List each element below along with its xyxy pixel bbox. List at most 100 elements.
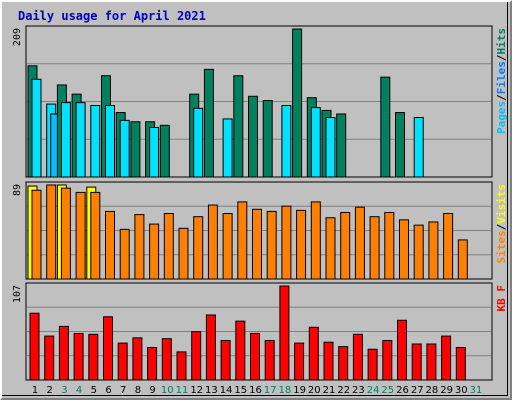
- top-legend-entry: /: [495, 54, 508, 61]
- middle-bar-sites: [443, 213, 454, 280]
- bottom-max-label: 107: [12, 285, 23, 303]
- middle-bar-sites: [163, 213, 174, 280]
- top-bar-hits: [233, 75, 244, 178]
- top-bar-files: [413, 117, 424, 178]
- top-bar-hits: [203, 68, 214, 178]
- middle-bar-sites: [457, 239, 468, 280]
- middle-legend: Sites/Visits: [495, 184, 508, 264]
- middle-bar-sites: [149, 223, 160, 280]
- bottom-bar-kb-f: [205, 314, 216, 381]
- bottom-bar-kb-f: [161, 338, 172, 381]
- middle-legend-entry: Sites: [495, 230, 508, 263]
- top-bar-hits: [130, 121, 141, 178]
- chart-title: Daily usage for April 2021: [18, 9, 206, 23]
- middle-max-label: 89: [12, 184, 23, 196]
- x-tick-label: 27: [411, 385, 424, 396]
- x-tick-label: 5: [91, 385, 97, 396]
- middle-bar-sites: [90, 191, 101, 280]
- middle-bar-sites: [325, 217, 336, 280]
- middle-bar-sites: [252, 208, 262, 280]
- x-tick-label: 22: [337, 385, 350, 396]
- middle-bar-sites: [193, 216, 204, 280]
- bottom-bar-kb-f: [147, 346, 158, 381]
- top-bar-files: [222, 118, 233, 178]
- top-legend: Pages/Files/Hits: [495, 28, 508, 134]
- top-bar-files: [119, 119, 130, 178]
- top-legend-entry: Hits: [495, 28, 508, 55]
- x-tick-label: 1: [32, 385, 38, 396]
- bottom-bar-kb-f: [367, 348, 378, 381]
- x-tick-label: 3: [61, 385, 67, 396]
- middle-bar-sites: [60, 187, 71, 280]
- bottom-bar-kb-f: [308, 326, 319, 381]
- bottom-bar-kb-f: [382, 339, 393, 381]
- top-legend-entry: Pages: [495, 101, 508, 134]
- x-tick-label: 9: [149, 385, 155, 396]
- middle-bar-sites: [237, 201, 248, 280]
- bottom-bar-kb-f: [132, 337, 143, 381]
- top-bar-files: [105, 104, 115, 178]
- middle-bar-sites: [399, 219, 409, 280]
- bottom-bar-kb-f: [44, 335, 55, 381]
- middle-bar-sites: [207, 204, 218, 280]
- bottom-bar-kb-f: [279, 285, 290, 381]
- x-tick-label: 8: [135, 385, 141, 396]
- x-tick-label: 26: [396, 385, 409, 396]
- x-tick-label: 25: [381, 385, 394, 396]
- middle-bar-sites: [266, 210, 277, 280]
- middle-bar-sites: [340, 211, 351, 280]
- x-tick-label: 18: [279, 385, 292, 396]
- top-bar-files: [90, 104, 101, 178]
- bottom-bar-kb-f: [176, 351, 187, 381]
- bottom-bar-kb-f: [117, 342, 128, 381]
- top-bar-hits: [159, 124, 170, 178]
- x-tick-label: 11: [176, 385, 189, 396]
- bottom-bar-kb-f: [411, 343, 422, 381]
- bottom-bar-kb-f: [338, 346, 349, 381]
- top-bar-files: [281, 104, 292, 178]
- middle-bar-sites: [46, 184, 57, 280]
- middle-bar-sites: [310, 201, 321, 280]
- middle-bar-sites: [281, 205, 292, 280]
- bottom-bar-kb-f: [235, 320, 246, 381]
- bottom-bar-kb-f: [220, 339, 231, 381]
- top-bar-files: [193, 107, 204, 178]
- middle-bar-sites: [178, 227, 189, 280]
- bottom-bar-kb-f: [352, 333, 363, 381]
- middle-bar-sites: [222, 213, 233, 280]
- bottom-bar-kb-f: [323, 341, 334, 381]
- top-bar-hits: [262, 100, 273, 178]
- bottom-bar-kb-f: [294, 342, 305, 381]
- x-tick-label: 17: [264, 385, 277, 396]
- middle-bar-sites: [75, 191, 86, 280]
- x-tick-label: 10: [161, 385, 174, 396]
- bottom-bar-kb-f: [264, 339, 275, 381]
- x-tick-label: 20: [308, 385, 321, 396]
- x-tick-label: 6: [105, 385, 111, 396]
- top-bar-files: [31, 78, 42, 178]
- bottom-legend-entry: KB F: [495, 285, 508, 312]
- bottom-bar-kb-f: [426, 343, 437, 381]
- middle-bar-sites: [384, 211, 395, 280]
- middle-bar-sites: [134, 214, 145, 280]
- top-bar-hits: [292, 28, 303, 178]
- middle-legend-entry: Visits: [495, 184, 508, 224]
- top-bar-hits: [380, 76, 391, 178]
- top-bar-hits: [248, 95, 258, 178]
- middle-bar-sites: [31, 189, 42, 280]
- middle-bar-sites: [354, 206, 365, 280]
- bottom-bar-kb-f: [73, 332, 84, 381]
- bottom-bar-kb-f: [250, 332, 260, 381]
- middle-bar-sites: [119, 228, 130, 280]
- x-tick-label: 16: [249, 385, 262, 396]
- top-max-label: 209: [12, 28, 23, 46]
- middle-bar-sites: [105, 210, 115, 280]
- middle-bar-sites: [413, 224, 424, 280]
- bottom-bar-kb-f: [397, 319, 407, 381]
- top-bar-hits: [395, 112, 405, 178]
- x-tick-label: 19: [293, 385, 306, 396]
- top-legend-entry: /: [495, 94, 508, 101]
- bottom-bar-kb-f: [441, 335, 452, 381]
- bottom-bar-kb-f: [103, 316, 113, 381]
